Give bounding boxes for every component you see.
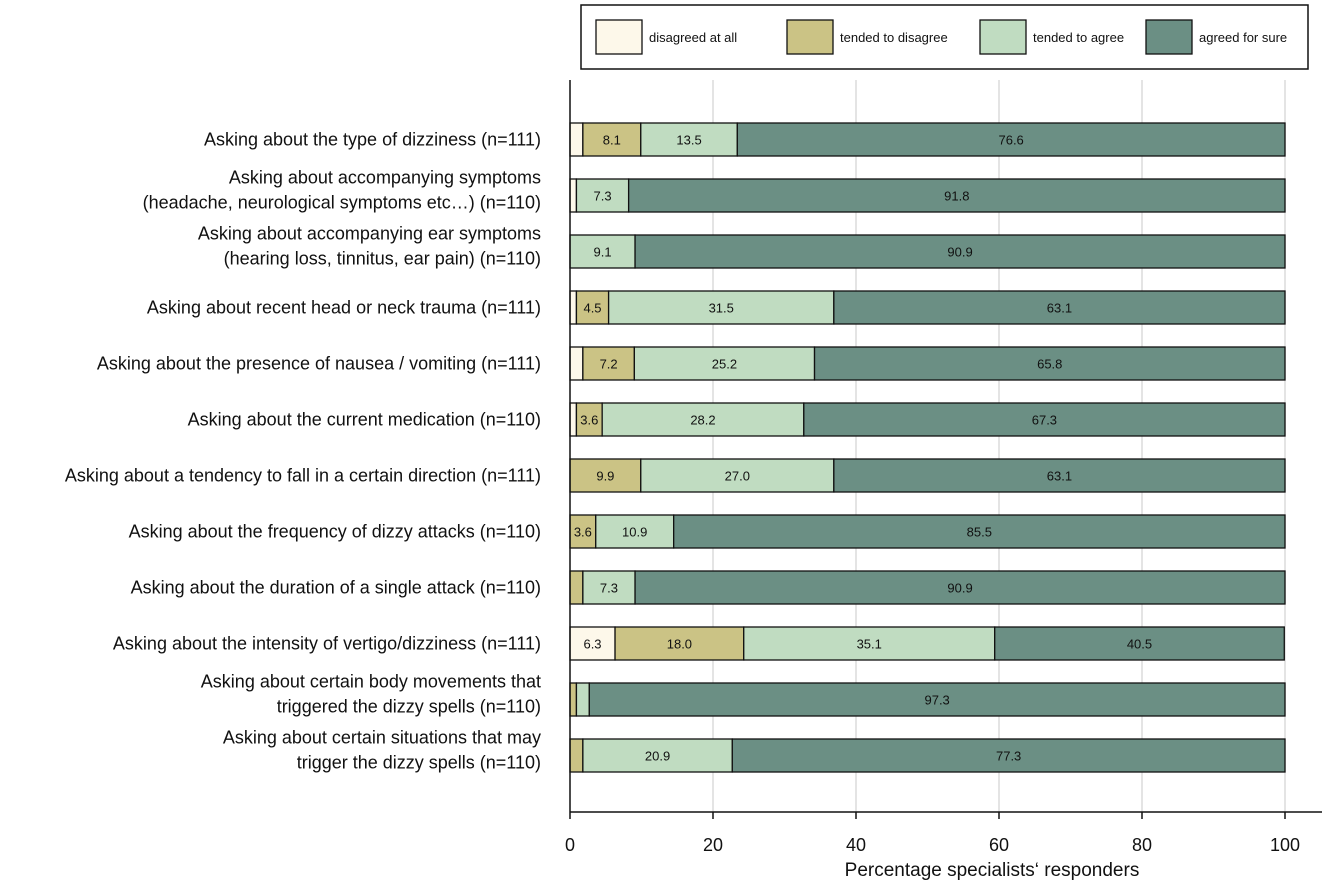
bar-segment [731, 738, 1286, 773]
bar-segment [582, 570, 636, 605]
bar-value-label: 7.3 [600, 581, 618, 596]
bar-segment [569, 570, 584, 605]
category-label: triggered the dizzy spells (n=110) [277, 697, 541, 717]
legend-label: agreed for sure [1199, 30, 1287, 45]
axes: 0 20 40 60 80 100 [565, 80, 1322, 855]
bar-segment [627, 178, 1286, 213]
bar-value-label: 3.6 [580, 413, 598, 428]
bars: 8.1 13.5 76.6 7.3 91.8 9.1 90.9 4.5 31.5 63.1 7.2 2… [569, 122, 1286, 773]
bar-value-label: 25.2 [712, 357, 737, 372]
legend-swatch [786, 19, 834, 55]
legend-label: tended to agree [1033, 30, 1124, 45]
bar-value-label: 18.0 [667, 637, 692, 652]
bar-value-label: 63.1 [1047, 469, 1072, 484]
bar-value-label: 27.0 [725, 469, 750, 484]
category-label: trigger the dizzy spells (n=110) [297, 753, 541, 773]
bar-value-label: 77.3 [996, 749, 1021, 764]
bar-segment [743, 626, 996, 661]
legend-swatch [1145, 19, 1193, 55]
bar-value-label: 8.1 [603, 133, 621, 148]
bar-segment [813, 346, 1286, 381]
bar-segment [575, 682, 590, 717]
bar-value-label: 28.2 [690, 413, 715, 428]
category-label: Asking about certain body movements that [201, 672, 541, 692]
bar-segment [569, 402, 578, 437]
category-label: Asking about the duration of a single at… [131, 578, 541, 598]
bar-value-label: 91.8 [944, 189, 969, 204]
x-tick-label: 60 [989, 835, 1009, 855]
bar-value-label: 40.5 [1127, 637, 1152, 652]
bar-segment [607, 290, 835, 325]
bar-segment [833, 458, 1286, 493]
bar-value-label: 76.6 [998, 133, 1023, 148]
legend-label: disagreed at all [649, 30, 737, 45]
bar-value-label: 20.9 [645, 749, 670, 764]
bar-segment [634, 234, 1286, 269]
bar-segment [569, 290, 578, 325]
bar-segment [569, 738, 584, 773]
bar-segment [582, 346, 635, 381]
legend-swatch [979, 19, 1027, 55]
bar-segment [640, 458, 835, 493]
bar-segment [569, 122, 584, 157]
bar-value-label: 67.3 [1032, 413, 1057, 428]
bar-segment [994, 626, 1285, 661]
bar-segment [582, 738, 733, 773]
category-label: Asking about the frequency of dizzy atta… [129, 522, 541, 542]
bar-value-label: 13.5 [676, 133, 701, 148]
x-tick-label: 20 [703, 835, 723, 855]
category-label: (headache, neurological symptoms etc…) (… [143, 193, 541, 213]
bar-value-label: 97.3 [924, 693, 949, 708]
bar-value-label: 9.9 [596, 469, 614, 484]
bar-value-label: 7.3 [593, 189, 611, 204]
legend: disagreed at all tended to disagree tended… [580, 4, 1309, 70]
legend-swatch [595, 19, 643, 55]
bar-segment [736, 122, 1286, 157]
bar-value-label: 90.9 [947, 245, 972, 260]
category-label: (hearing loss, tinnitus, ear pain) (n=11… [224, 249, 541, 269]
bar-value-label: 63.1 [1047, 301, 1072, 316]
category-label: Asking about the intensity of vertigo/di… [113, 634, 541, 654]
bar-value-label: 65.8 [1037, 357, 1062, 372]
x-tick-label: 0 [565, 835, 575, 855]
category-label: Asking about recent head or neck trauma … [147, 298, 541, 318]
bar-segment [833, 290, 1286, 325]
x-tick-label: 40 [846, 835, 866, 855]
bar-segment [601, 402, 805, 437]
x-axis-title: Percentage specialists‘ responders [845, 860, 1140, 881]
bar-value-label: 4.5 [583, 301, 601, 316]
bar-segment [673, 514, 1286, 549]
bar-segment [569, 346, 584, 381]
bar-segment [640, 122, 738, 157]
bar-segment [569, 178, 578, 213]
bar-segment [803, 402, 1286, 437]
bar-value-label: 35.1 [857, 637, 882, 652]
category-label: Asking about accompanying ear symptoms [198, 224, 541, 244]
x-tick-label: 80 [1132, 835, 1152, 855]
category-label: Asking about the presence of nausea / vo… [97, 354, 541, 374]
category-labels: Asking about the type of dizziness (n=11… [65, 130, 541, 773]
bar-value-label: 90.9 [947, 581, 972, 596]
bar-segment [569, 682, 578, 717]
category-label: Asking about accompanying symptoms [229, 168, 541, 188]
bar-value-label: 9.1 [593, 245, 611, 260]
legend-label: tended to disagree [840, 30, 948, 45]
x-tick-label: 100 [1270, 835, 1300, 855]
bar-value-label: 7.2 [600, 357, 618, 372]
bar-value-label: 10.9 [622, 525, 647, 540]
bar-value-label: 3.6 [574, 525, 592, 540]
category-label: Asking about the current medication (n=1… [188, 410, 541, 430]
bar-value-label: 31.5 [709, 301, 734, 316]
bar-value-label: 85.5 [967, 525, 992, 540]
bar-segment [614, 626, 745, 661]
category-label: Asking about the type of dizziness (n=11… [204, 130, 541, 150]
bar-value-label: 6.3 [583, 637, 601, 652]
category-label: Asking about a tendency to fall in a cer… [65, 466, 541, 486]
category-label: Asking about certain situations that may [223, 728, 541, 748]
bar-segment [595, 514, 675, 549]
bar-segment [588, 682, 1286, 717]
bar-segment [634, 570, 1286, 605]
